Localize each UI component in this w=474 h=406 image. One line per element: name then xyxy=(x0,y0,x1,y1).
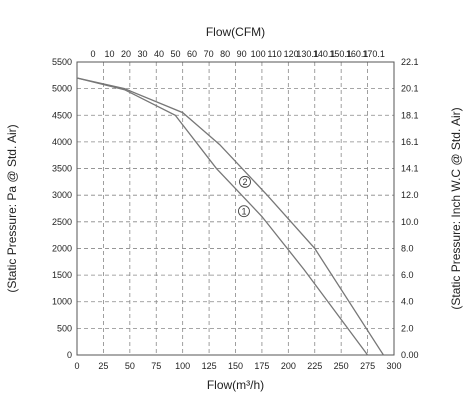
plot-frame xyxy=(76,61,395,356)
series-curve-2 xyxy=(76,77,384,356)
top-tick-label: 0 xyxy=(90,49,95,59)
right-tick-label: 16.1 xyxy=(401,137,419,147)
top-axis-title: Flow(CFM) xyxy=(206,25,265,39)
bottom-tick-label: 200 xyxy=(281,361,296,371)
bottom-axis-title: Flow(m³/h) xyxy=(207,378,264,392)
right-tick-label: 4.0 xyxy=(401,297,414,307)
series-marker-label-2: 2 xyxy=(243,177,248,187)
bottom-tick-label: 50 xyxy=(125,361,135,371)
right-tick-label: 18.1 xyxy=(401,110,419,120)
top-tick-label: 110 xyxy=(267,49,281,59)
left-tick-label: 3000 xyxy=(52,190,72,200)
top-tick-label: 90 xyxy=(237,49,247,59)
bottom-tick-label: 100 xyxy=(175,361,190,371)
bottom-tick-label: 75 xyxy=(151,361,161,371)
left-tick-label: 2500 xyxy=(52,217,72,227)
right-tick-label: 22.1 xyxy=(401,57,419,67)
left-tick-label: 0 xyxy=(67,350,72,360)
series-marker-2 xyxy=(239,175,251,188)
grid xyxy=(77,62,394,355)
curves: 12 xyxy=(76,77,384,356)
top-tick-label: 50 xyxy=(171,49,181,59)
top-tick-label: 170.1 xyxy=(362,49,385,59)
right-tick-label: 2.0 xyxy=(401,323,414,333)
right-tick-label: 10.0 xyxy=(401,217,419,227)
left-axis-title: (Static Pressure: Pa @ Std. Air) xyxy=(5,124,19,292)
bottom-tick-label: 150 xyxy=(228,361,243,371)
bottom-tick-label: 125 xyxy=(202,361,217,371)
top-tick-label: 60 xyxy=(187,49,197,59)
bottom-tick-label: 225 xyxy=(307,361,322,371)
top-tick-label: 130.1 xyxy=(296,49,319,59)
ticks: 0 25 50 75 100 125 150 175 200 225 250 275 3000 10 20 3… xyxy=(52,49,419,371)
top-tick-label: 40 xyxy=(154,49,164,59)
top-tick-label: 70 xyxy=(204,49,214,59)
top-tick-label: 100 xyxy=(251,49,266,59)
right-tick-label: 6.0 xyxy=(401,270,414,280)
right-tick-label: 14.1 xyxy=(401,164,419,174)
series-marker-label-1: 1 xyxy=(241,206,246,216)
right-axis-title: (Static Pressure: Inch W.C @ Std. Air) xyxy=(449,107,463,309)
top-tick-label: 120 xyxy=(284,49,299,59)
left-tick-label: 5500 xyxy=(52,57,72,67)
bottom-tick-label: 25 xyxy=(98,361,108,371)
left-tick-label: 5000 xyxy=(52,84,72,94)
left-tick-label: 1500 xyxy=(52,270,72,280)
right-tick-label: 20.1 xyxy=(401,84,419,94)
top-tick-label: 10 xyxy=(105,49,115,59)
top-tick-label: 30 xyxy=(138,49,148,59)
series-marker-1 xyxy=(238,205,250,218)
left-tick-label: 4500 xyxy=(52,110,72,120)
bottom-tick-label: 300 xyxy=(386,361,401,371)
bottom-tick-label: 0 xyxy=(74,361,79,371)
series-curve-1 xyxy=(76,77,369,356)
bottom-tick-label: 275 xyxy=(360,361,375,371)
left-tick-label: 2000 xyxy=(52,243,72,253)
left-tick-label: 3500 xyxy=(52,164,72,174)
top-tick-label: 140.1 xyxy=(313,49,336,59)
right-tick-label: 12.0 xyxy=(401,190,419,200)
right-tick-label: 8.0 xyxy=(401,243,414,253)
right-tick-label: 0.00 xyxy=(401,350,419,360)
bottom-tick-label: 175 xyxy=(254,361,269,371)
left-tick-label: 1000 xyxy=(52,297,72,307)
left-tick-label: 4000 xyxy=(52,137,72,147)
top-tick-label: 150.1 xyxy=(329,49,352,59)
top-tick-label: 160.1 xyxy=(346,49,369,59)
bottom-tick-label: 250 xyxy=(334,361,349,371)
left-tick-label: 500 xyxy=(57,323,72,333)
top-tick-label: 80 xyxy=(220,49,230,59)
top-tick-label: 20 xyxy=(121,49,131,59)
